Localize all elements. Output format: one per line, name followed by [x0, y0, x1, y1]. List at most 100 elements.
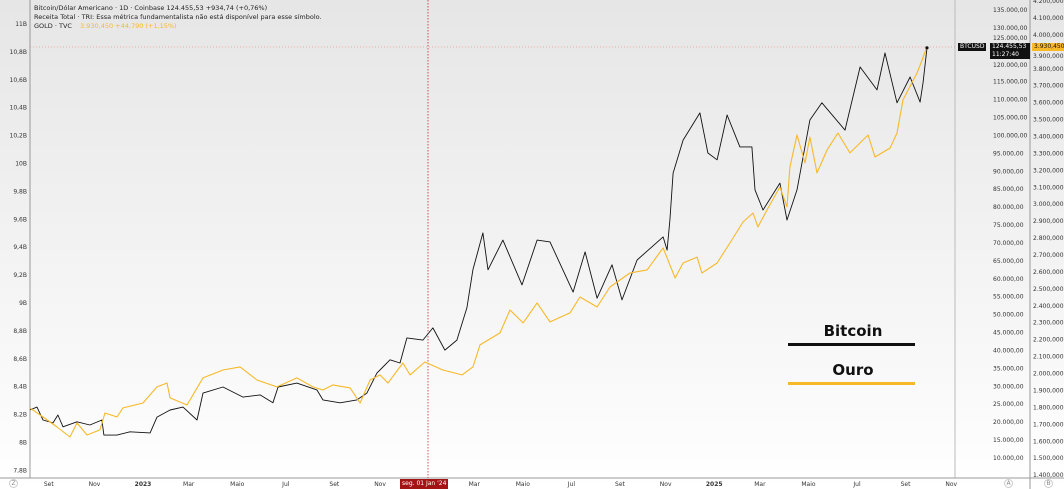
left-axis-tick-label: 10B: [15, 161, 27, 168]
left-axis-tick-label: 10,4B: [10, 105, 27, 112]
left-axis-tick-label: 7,8B: [13, 467, 27, 474]
last-price-marker: [925, 46, 929, 50]
axis-b-tick-label: 3.300,000: [1033, 150, 1064, 157]
axis-b-tick-label: 4.100,000: [1033, 15, 1064, 22]
left-axis-tick-label: 11B: [15, 21, 27, 28]
axis-b-tick-label: 3.000,000: [1033, 201, 1064, 208]
crosshair-date-tag: seg. 01 Jan '24: [400, 479, 449, 489]
left-axis-tick-label: 9,4B: [13, 244, 27, 251]
left-axis-tick-label: 8,2B: [13, 412, 27, 419]
axis-a-tick-label: 10.000,00: [993, 455, 1024, 462]
x-axis-tick-label: Mar: [469, 481, 481, 488]
axis-a-tick-label: 125.000,00: [993, 35, 1028, 42]
axis-a-tick-label: 60.000,00: [993, 276, 1024, 283]
axis-b-button[interactable]: B: [1044, 479, 1053, 488]
x-axis-tick-label: Maio: [230, 481, 245, 488]
x-axis-tick-label: Nov: [660, 481, 672, 488]
axis-b-tick-label: 1.700,000: [1033, 421, 1064, 428]
axis-a-tick-label: 120.000,00: [993, 62, 1028, 69]
axis-b-tick-label: 3.900,000: [1033, 53, 1064, 60]
left-axis-tick-label: 9,8B: [13, 188, 27, 195]
x-axis-tick-label: Jul: [281, 481, 290, 488]
x-axis-tick-label: Set: [615, 481, 626, 488]
axis-a-tick-label: 30.000,00: [993, 383, 1024, 390]
axis-a-tick-label: 20.000,00: [993, 419, 1024, 426]
axis-b-tick-label: 3.500,000: [1033, 117, 1064, 124]
left-axis-tick-label: 10,6B: [10, 77, 27, 84]
axis-b-tick-label: 2.700,000: [1033, 252, 1064, 259]
axis-b-tick-label: 1.400,000: [1033, 472, 1064, 479]
axis-a-tick-label: 115.000,00: [993, 79, 1028, 86]
axis-b-tick-label: 2.300,000: [1033, 320, 1064, 327]
axis-b-tick-label: 3.700,000: [1033, 83, 1064, 90]
axis-b-tick-label: 4.000,000: [1033, 32, 1064, 39]
x-axis-tick-label: Nov: [374, 481, 386, 488]
axis-a-tick-label: 130.000,00: [993, 25, 1028, 32]
axis-b-tick-label: 2.400,000: [1033, 303, 1064, 310]
x-axis-tick-label: Nov: [945, 481, 957, 488]
legend-gold-line: [788, 382, 915, 385]
btc-price-tag: 124.455,53 11:27:40: [990, 43, 1030, 59]
axis-b-tick-label: 2.000,000: [1033, 371, 1064, 378]
axis-a-tick-label: 45.000,00: [993, 330, 1024, 337]
axis-b-tick-label: 2.200,000: [1033, 337, 1064, 344]
left-axis-tick-label: 8,4B: [13, 384, 27, 391]
axis-b-tick-label: 3.100,000: [1033, 184, 1064, 191]
axis-b-tick-label: 4.200,000: [1033, 0, 1064, 5]
axis-a-tick-label: 55.000,00: [993, 294, 1024, 301]
axis-a-tick-label: 25.000,00: [993, 401, 1024, 408]
axis-b-tick-label: 3.200,000: [1033, 167, 1064, 174]
left-axis-tick-label: 9,2B: [13, 272, 27, 279]
x-axis-tick-label: Jul: [567, 481, 576, 488]
legend-gold-label: Ouro: [832, 361, 874, 379]
log-scale-button[interactable]: Z: [9, 479, 18, 488]
series-line-gold: [29, 46, 928, 438]
x-axis-tick-label: 2023: [135, 481, 152, 488]
axis-b-tick-label: 1.500,000: [1033, 455, 1064, 462]
axis-a-tick-label: 80.000,00: [993, 204, 1024, 211]
axis-b-tick-label: 3.800,000: [1033, 66, 1064, 73]
left-axis-tick-label: 8,8B: [13, 328, 27, 335]
gold-header-label: GOLD · TVC: [34, 22, 72, 30]
axis-a-tick-label: 110.000,00: [993, 97, 1028, 104]
gold-header-value: 3.930,450 +44,790 (+1,15%): [80, 22, 177, 30]
axis-a-tick-label: 90.000,00: [993, 168, 1024, 175]
axis-b-tick-label: 1.900,000: [1033, 387, 1064, 394]
left-axis-tick-label: 9B: [19, 300, 27, 307]
axis-b-tick-label: 2.500,000: [1033, 286, 1064, 293]
left-axis-tick-label: 10,8B: [10, 49, 27, 56]
gold-price-tag: 3.930,450: [1032, 43, 1064, 51]
axis-a-tick-label: 95.000,00: [993, 150, 1024, 157]
axis-a-tick-label: 135.000,00: [993, 7, 1028, 14]
x-axis-tick-label: Set: [901, 481, 912, 488]
btc-header: Bitcoin/Dólar Americano · 1D · Coinbase …: [34, 4, 268, 12]
legend-bitcoin-line: [788, 343, 915, 346]
axis-b-tick-label: 1.600,000: [1033, 438, 1064, 445]
x-axis-tick-label: Maio: [516, 481, 531, 488]
x-axis-tick-label: Mar: [183, 481, 195, 488]
x-axis-tick-label: Set: [329, 481, 340, 488]
revenue-header: Receita Total · TRI: Essa métrica fundam…: [34, 13, 322, 21]
axis-b-tick-label: 2.600,000: [1033, 269, 1064, 276]
axis-a-tick-label: 50.000,00: [993, 312, 1024, 319]
left-axis-tick-label: 10,2B: [10, 133, 27, 140]
axis-b-tick-label: 3.600,000: [1033, 100, 1064, 107]
axis-a-tick-label: 100.000,00: [993, 132, 1028, 139]
axis-a-tick-label: 75.000,00: [993, 222, 1024, 229]
axis-a-tick-label: 70.000,00: [993, 240, 1024, 247]
x-axis-tick-label: Mar: [754, 481, 766, 488]
axis-a-tick-label: 65.000,00: [993, 258, 1024, 265]
x-axis-tick-label: Jul: [852, 481, 861, 488]
axis-b-tick-label: 2.800,000: [1033, 235, 1064, 242]
x-axis-tick-label: Maio: [801, 481, 816, 488]
legend-bitcoin-label: Bitcoin: [823, 322, 883, 340]
auto-scale-button[interactable]: A: [1004, 479, 1013, 488]
gold-header: GOLD · TVC 3.930,450 +44,790 (+1,15%): [34, 22, 177, 30]
x-axis-tick-label: 2025: [706, 481, 723, 488]
countdown: 11:27:40: [992, 51, 1019, 58]
axis-a-tick-label: 15.000,00: [993, 437, 1024, 444]
btc-price: 124.455,53: [992, 43, 1027, 50]
axis-a-tick-label: 35.000,00: [993, 365, 1024, 372]
